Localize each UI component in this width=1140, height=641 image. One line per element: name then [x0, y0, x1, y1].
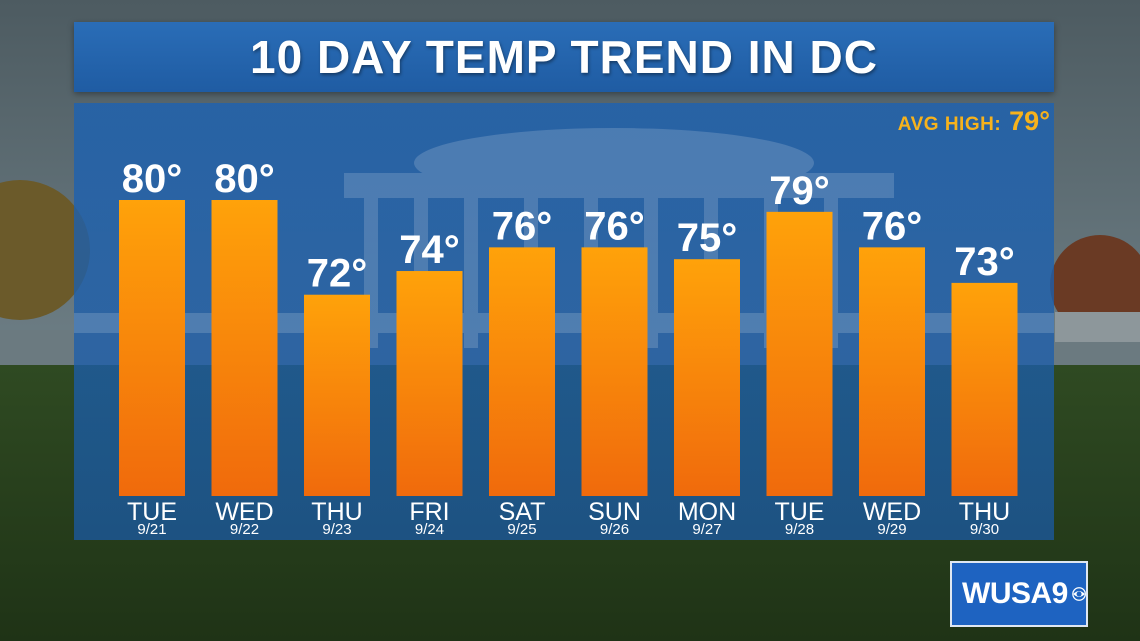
bar-5: [489, 247, 555, 496]
avg-high-value: 79°: [1009, 106, 1050, 136]
day-label-2: WED: [215, 498, 273, 526]
wusa9-logo: WUSA9: [950, 561, 1088, 627]
day-label-8: TUE: [775, 498, 825, 526]
day-label-3: THU: [311, 498, 362, 526]
date-label-7: 9/27: [692, 521, 721, 538]
bar-9: [859, 247, 925, 496]
avg-high: AVG HIGH: 79°: [898, 106, 1050, 137]
date-label-6: 9/26: [600, 521, 629, 538]
title-bar: 10 DAY TEMP TREND IN DC: [74, 22, 1054, 92]
date-label-9: 9/29: [877, 521, 906, 538]
bar-7: [674, 259, 740, 496]
bar-value-label-6: 76°: [584, 204, 645, 248]
date-label-4: 9/24: [415, 521, 444, 538]
day-label-9: WED: [863, 498, 921, 526]
day-label-7: MON: [678, 498, 736, 526]
page-title: 10 DAY TEMP TREND IN DC: [250, 31, 878, 83]
day-label-10: THU: [959, 498, 1010, 526]
bar-value-label-5: 76°: [492, 204, 553, 248]
date-label-1: 9/21: [137, 521, 166, 538]
bar-8: [766, 211, 833, 496]
logo-text: WUSA9: [962, 577, 1068, 610]
day-label-4: FRI: [409, 498, 449, 526]
day-label-5: SAT: [499, 498, 546, 526]
bar-value-label-3: 72°: [307, 252, 368, 296]
bar-6: [581, 247, 648, 496]
avg-high-label: AVG HIGH:: [897, 114, 1002, 135]
bar-value-label-7: 75°: [677, 216, 738, 260]
bar-10: [951, 282, 1018, 496]
bar-value-label-10: 73°: [954, 240, 1015, 284]
bar-value-label-9: 76°: [862, 204, 923, 248]
date-label-3: 9/23: [322, 521, 351, 538]
bar-2: [211, 200, 278, 496]
day-label-1: TUE: [127, 498, 177, 526]
bar-4: [396, 271, 463, 496]
date-label-10: 9/30: [970, 521, 999, 538]
cbs-eye-icon: [1072, 587, 1086, 601]
bar-value-label-2: 80°: [214, 157, 275, 201]
bar-3: [304, 294, 370, 496]
date-label-2: 9/22: [230, 521, 259, 538]
day-label-6: SUN: [588, 498, 641, 526]
bars-layer: 80°TUE9/2180°WED9/2272°THU9/2374°FRI9/24…: [119, 157, 1018, 538]
date-label-8: 9/28: [785, 521, 814, 538]
bar-value-label-4: 74°: [399, 228, 460, 272]
bar-chart: 80°TUE9/2180°WED9/2272°THU9/2374°FRI9/24…: [74, 103, 1054, 540]
bar-value-label-8: 79°: [769, 169, 830, 213]
bar-value-label-1: 80°: [122, 157, 183, 201]
date-label-5: 9/25: [507, 521, 536, 538]
bar-1: [119, 200, 185, 496]
